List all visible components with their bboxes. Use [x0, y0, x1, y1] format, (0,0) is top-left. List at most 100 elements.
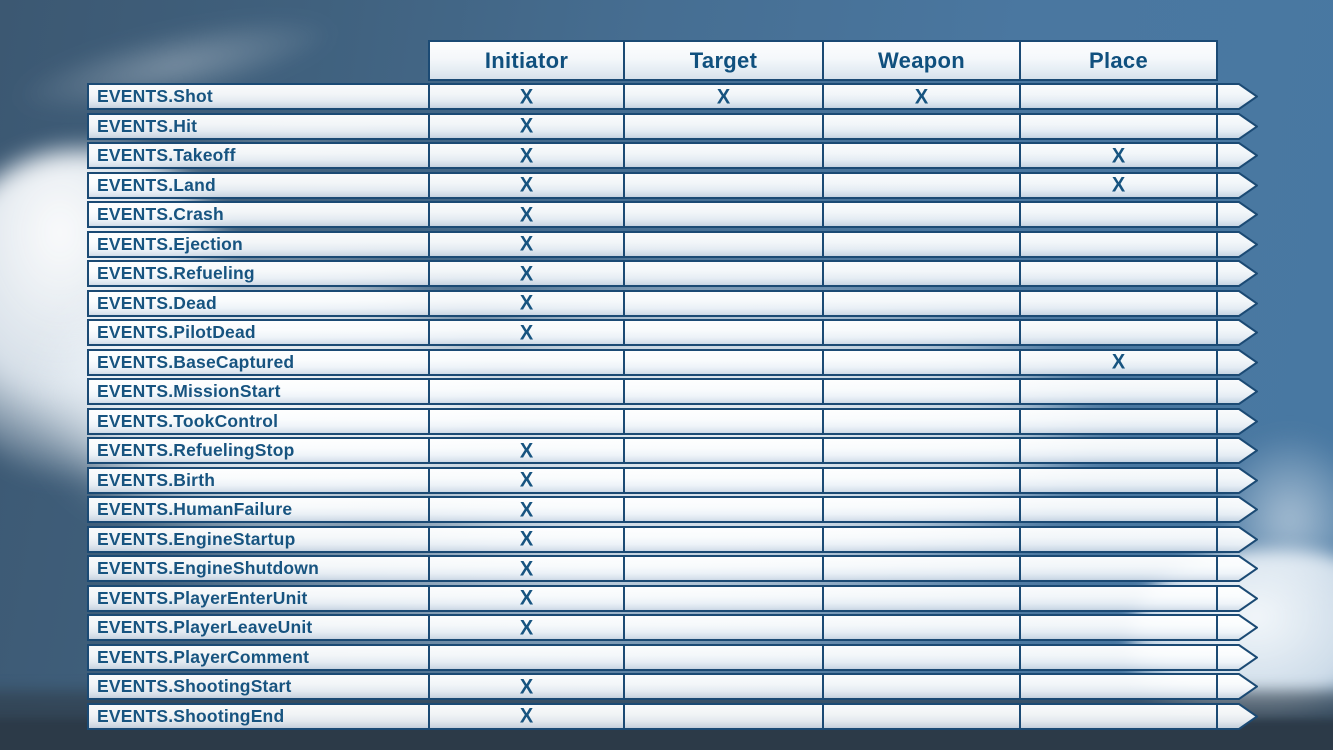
x-mark: X — [716, 84, 731, 109]
table-row: EVENTS.Hit X — [87, 112, 1287, 140]
x-mark: X — [519, 468, 534, 492]
x-mark: X — [519, 674, 534, 699]
cell-place — [1019, 319, 1218, 346]
cell-initiator: X — [428, 466, 625, 494]
x-mark: X — [519, 527, 534, 551]
cell-place — [1019, 260, 1218, 287]
cell-weapon — [822, 348, 1021, 376]
x-mark: X — [914, 84, 929, 109]
event-label: EVENTS.Shot — [87, 83, 430, 110]
table-row: EVENTS.PlayerLeaveUnit X — [87, 614, 1287, 641]
cell-initiator: X — [428, 673, 625, 700]
event-label: EVENTS.HumanFailure — [87, 496, 430, 523]
cell-target — [623, 702, 824, 730]
cell-place — [1019, 614, 1218, 641]
x-mark: X — [519, 232, 534, 256]
table-row: EVENTS.Takeoff X X — [87, 142, 1287, 169]
cell-place: X — [1019, 142, 1218, 169]
cell-place — [1019, 466, 1218, 494]
cell-initiator — [428, 348, 625, 376]
cell-target — [623, 673, 824, 700]
event-label: EVENTS.EngineStartup — [87, 525, 430, 553]
cell-target — [623, 407, 824, 435]
x-mark: X — [519, 556, 534, 581]
row-arrow-icon — [1216, 201, 1258, 228]
cell-weapon — [822, 614, 1021, 641]
event-label: EVENTS.ShootingStart — [87, 673, 430, 700]
x-mark: X — [519, 704, 534, 728]
row-arrow-icon — [1216, 142, 1258, 169]
cell-initiator: X — [428, 260, 625, 287]
x-mark: X — [519, 173, 534, 197]
cell-weapon — [822, 230, 1021, 258]
event-label: EVENTS.PilotDead — [87, 319, 430, 346]
row-arrow-icon — [1216, 289, 1258, 317]
cell-place — [1019, 437, 1218, 464]
row-arrow-icon — [1216, 525, 1258, 553]
cell-place — [1019, 83, 1218, 110]
cell-target — [623, 201, 824, 228]
cell-place — [1019, 407, 1218, 435]
row-arrow-icon — [1216, 643, 1258, 671]
cell-weapon — [822, 555, 1021, 582]
cell-place — [1019, 584, 1218, 612]
row-arrow-icon — [1216, 407, 1258, 435]
x-mark: X — [519, 261, 534, 286]
column-header-weapon: Weapon — [822, 40, 1021, 81]
table-row: EVENTS.Birth X — [87, 466, 1287, 494]
cell-target — [623, 260, 824, 287]
cell-initiator: X — [428, 112, 625, 140]
row-arrow-icon — [1216, 614, 1258, 641]
cell-target — [623, 171, 824, 199]
cell-target — [623, 437, 824, 464]
events-table: Initiator Target Weapon Place EVENTS.Shot X X… — [87, 40, 1287, 732]
cell-target — [623, 348, 824, 376]
table-row: EVENTS.EngineStartup X — [87, 525, 1287, 553]
x-mark: X — [1111, 143, 1126, 168]
event-label: EVENTS.MissionStart — [87, 378, 430, 405]
cell-target — [623, 496, 824, 523]
cell-place: X — [1019, 348, 1218, 376]
cell-place — [1019, 643, 1218, 671]
cell-target — [623, 614, 824, 641]
cell-target — [623, 584, 824, 612]
cell-target — [623, 466, 824, 494]
cell-weapon — [822, 702, 1021, 730]
row-arrow-icon — [1216, 348, 1258, 376]
cell-initiator: X — [428, 83, 625, 110]
cell-weapon — [822, 643, 1021, 671]
row-arrow-icon — [1216, 112, 1258, 140]
table-row: EVENTS.ShootingStart X — [87, 673, 1287, 700]
table-row: EVENTS.PlayerComment — [87, 643, 1287, 671]
cell-initiator: X — [428, 496, 625, 523]
x-mark: X — [519, 438, 534, 463]
table-row: EVENTS.Refueling X — [87, 260, 1287, 287]
cell-place — [1019, 201, 1218, 228]
event-label: EVENTS.PlayerLeaveUnit — [87, 614, 430, 641]
row-arrow-icon — [1216, 673, 1258, 700]
cell-weapon — [822, 437, 1021, 464]
cell-weapon — [822, 584, 1021, 612]
table-row: EVENTS.RefuelingStop X — [87, 437, 1287, 464]
row-arrow-icon — [1216, 584, 1258, 612]
event-label: EVENTS.Refueling — [87, 260, 430, 287]
cell-place — [1019, 525, 1218, 553]
column-header-place: Place — [1019, 40, 1218, 81]
row-arrow-icon — [1216, 260, 1258, 287]
table-row: EVENTS.PilotDead X — [87, 319, 1287, 346]
cell-weapon — [822, 673, 1021, 700]
cell-initiator: X — [428, 584, 625, 612]
table-row: EVENTS.EngineShutdown X — [87, 555, 1287, 582]
cell-weapon — [822, 112, 1021, 140]
row-arrow-icon — [1216, 378, 1258, 405]
event-label: EVENTS.RefuelingStop — [87, 437, 430, 464]
event-label: EVENTS.Birth — [87, 466, 430, 494]
cell-place — [1019, 702, 1218, 730]
cell-place — [1019, 378, 1218, 405]
event-label: EVENTS.EngineShutdown — [87, 555, 430, 582]
cell-initiator — [428, 407, 625, 435]
cell-initiator: X — [428, 289, 625, 317]
cell-weapon: X — [822, 83, 1021, 110]
cell-initiator: X — [428, 437, 625, 464]
cell-target: X — [623, 83, 824, 110]
